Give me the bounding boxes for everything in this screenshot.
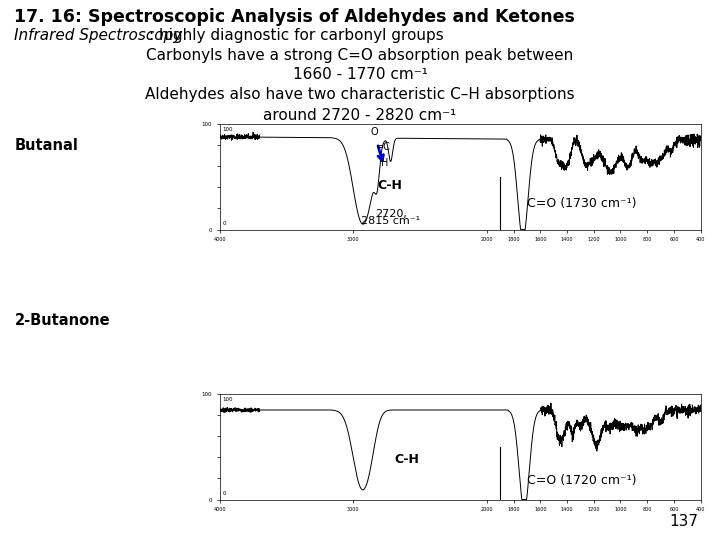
Text: O: O: [371, 127, 378, 137]
Text: C-H: C-H: [395, 453, 419, 466]
Text: : highly diagnostic for carbonyl groups: : highly diagnostic for carbonyl groups: [149, 28, 444, 43]
Text: C=O (1720 cm⁻¹): C=O (1720 cm⁻¹): [527, 474, 636, 487]
Text: =C: =C: [376, 143, 391, 152]
Text: Infrared Spectroscopy: Infrared Spectroscopy: [14, 28, 183, 43]
Text: 2720,: 2720,: [374, 209, 407, 219]
Text: 0: 0: [222, 221, 226, 226]
Text: 100: 100: [222, 127, 233, 132]
Text: H: H: [382, 158, 389, 168]
Text: 1660 - 1770 cm⁻¹: 1660 - 1770 cm⁻¹: [292, 67, 428, 82]
Text: 137: 137: [670, 514, 698, 529]
Text: 2815 cm⁻¹: 2815 cm⁻¹: [361, 217, 420, 226]
Text: Carbonyls have a strong C=O absorption peak between: Carbonyls have a strong C=O absorption p…: [146, 48, 574, 63]
Text: 2-Butanone: 2-Butanone: [14, 313, 110, 328]
Text: C=O (1730 cm⁻¹): C=O (1730 cm⁻¹): [527, 197, 636, 210]
Text: around 2720 - 2820 cm⁻¹: around 2720 - 2820 cm⁻¹: [264, 108, 456, 123]
Text: 100: 100: [222, 397, 233, 402]
Text: 0: 0: [222, 491, 226, 496]
Text: C-H: C-H: [378, 179, 402, 192]
Text: Butanal: Butanal: [14, 138, 78, 153]
Text: 17. 16: Spectroscopic Analysis of Aldehydes and Ketones: 17. 16: Spectroscopic Analysis of Aldehy…: [14, 8, 575, 26]
Text: Aldehydes also have two characteristic C–H absorptions: Aldehydes also have two characteristic C…: [145, 87, 575, 103]
